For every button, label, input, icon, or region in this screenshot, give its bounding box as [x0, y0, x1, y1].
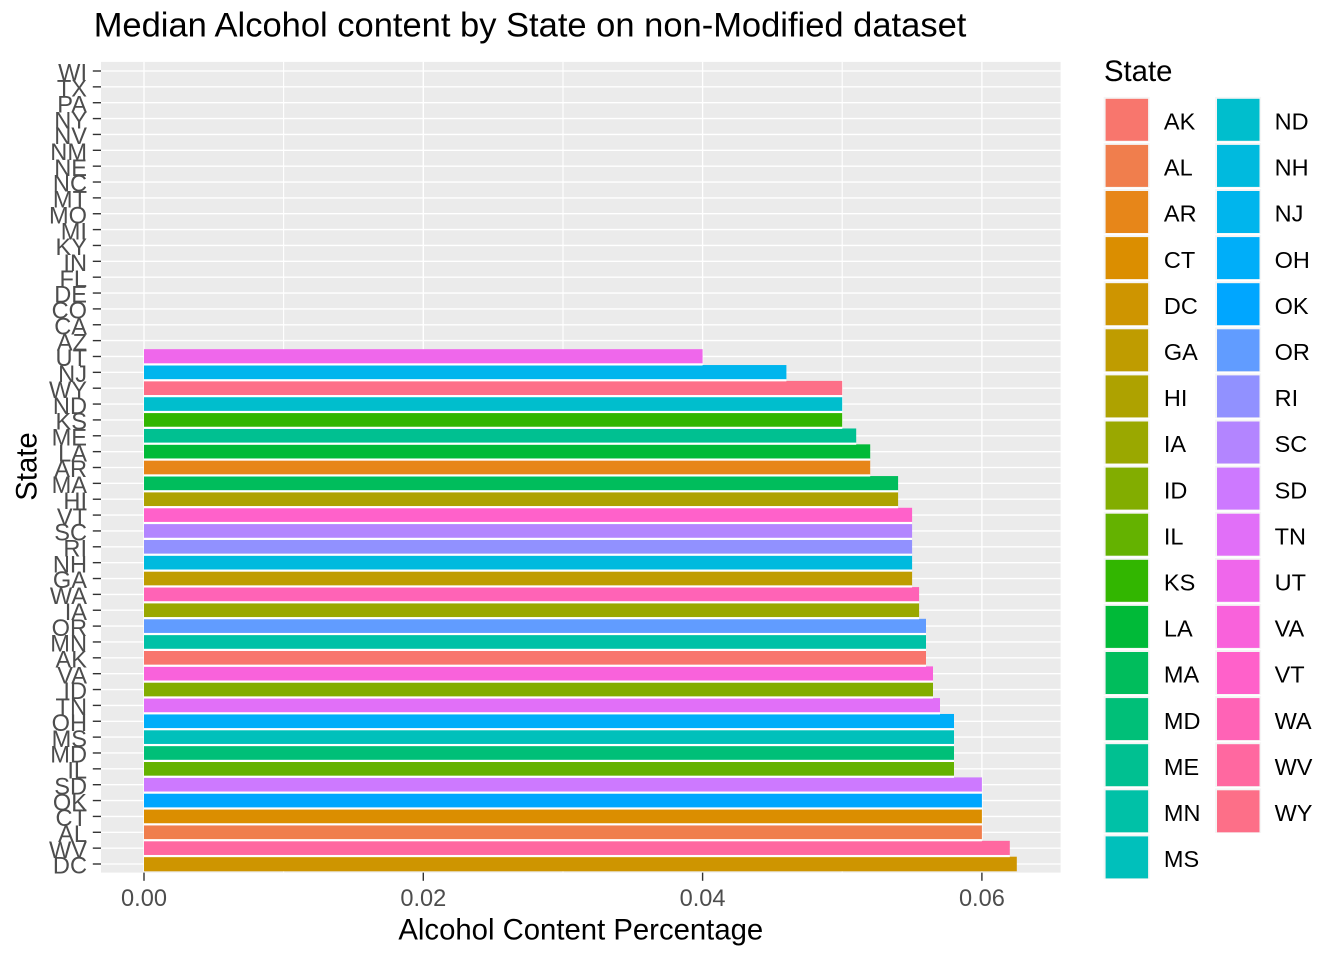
svg-text:NY: NY [54, 108, 87, 134]
svg-text:SD: SD [54, 774, 87, 800]
svg-text:MD: MD [1164, 708, 1201, 734]
svg-text:OH: OH [1275, 247, 1310, 273]
svg-text:NJ: NJ [58, 362, 87, 388]
svg-text:CT: CT [56, 806, 87, 832]
svg-text:VT: VT [57, 505, 87, 531]
svg-text:IA: IA [1164, 431, 1187, 457]
svg-text:IL: IL [67, 759, 87, 785]
svg-text:TX: TX [57, 77, 87, 103]
svg-text:Median Alcohol content by Stat: Median Alcohol content by State on non-M… [94, 7, 967, 45]
svg-text:State: State [11, 432, 44, 500]
svg-text:WY: WY [1275, 800, 1313, 826]
svg-text:WY: WY [49, 378, 87, 404]
svg-text:MS: MS [1164, 846, 1199, 872]
svg-text:NH: NH [1275, 155, 1309, 181]
svg-text:VT: VT [1275, 662, 1305, 688]
svg-text:AL: AL [58, 822, 87, 848]
svg-text:0.04: 0.04 [680, 886, 726, 912]
svg-text:NC: NC [53, 172, 87, 198]
svg-text:LA: LA [1164, 616, 1193, 642]
svg-text:MN: MN [1164, 800, 1201, 826]
svg-text:NJ: NJ [1275, 201, 1304, 227]
svg-text:VA: VA [1275, 616, 1305, 642]
svg-text:PA: PA [57, 92, 87, 118]
svg-text:AK: AK [56, 648, 88, 674]
svg-text:TN: TN [1275, 523, 1306, 549]
svg-text:OK: OK [53, 790, 87, 816]
svg-text:IA: IA [65, 600, 88, 626]
svg-text:OK: OK [1275, 293, 1309, 319]
svg-text:MS: MS [52, 727, 87, 753]
svg-text:Alcohol Content Percentage: Alcohol Content Percentage [398, 914, 763, 947]
svg-text:KS: KS [1164, 570, 1195, 596]
svg-text:HI: HI [63, 489, 87, 515]
svg-text:SC: SC [1275, 431, 1308, 457]
svg-text:IN: IN [63, 251, 87, 277]
svg-text:NV: NV [54, 124, 87, 150]
svg-text:ME: ME [52, 425, 87, 451]
svg-text:CA: CA [54, 314, 87, 340]
svg-text:UT: UT [56, 346, 87, 372]
svg-text:WV: WV [49, 838, 87, 864]
svg-text:WI: WI [58, 61, 87, 87]
svg-text:State: State [1104, 55, 1172, 88]
svg-text:ND: ND [1275, 109, 1309, 135]
svg-text:GA: GA [1164, 339, 1198, 365]
svg-text:ID: ID [63, 679, 87, 705]
svg-text:CO: CO [52, 299, 87, 325]
svg-text:LA: LA [58, 441, 87, 467]
svg-text:ND: ND [53, 394, 87, 420]
svg-text:NH: NH [53, 552, 87, 578]
svg-text:MD: MD [50, 743, 87, 769]
svg-text:0.00: 0.00 [121, 886, 167, 912]
svg-text:WV: WV [1275, 754, 1313, 780]
svg-text:MI: MI [61, 219, 87, 245]
svg-text:MA: MA [1164, 662, 1200, 688]
svg-text:GA: GA [53, 568, 87, 594]
svg-text:MT: MT [53, 188, 87, 214]
svg-text:CT: CT [1164, 247, 1195, 273]
svg-text:SD: SD [1275, 477, 1308, 503]
svg-text:VA: VA [57, 663, 87, 689]
svg-text:NE: NE [54, 156, 87, 182]
svg-text:AR: AR [1164, 201, 1197, 227]
svg-text:DE: DE [54, 283, 87, 309]
svg-text:SC: SC [54, 521, 87, 547]
svg-text:WA: WA [50, 584, 87, 610]
svg-text:AK: AK [1164, 109, 1196, 135]
svg-text:WA: WA [1275, 708, 1312, 734]
svg-text:DC: DC [53, 854, 87, 880]
svg-text:FL: FL [59, 267, 87, 293]
svg-text:IL: IL [1164, 523, 1184, 549]
svg-text:KY: KY [56, 235, 88, 261]
svg-text:ME: ME [1164, 754, 1199, 780]
svg-text:OR: OR [1275, 339, 1310, 365]
svg-text:RI: RI [63, 537, 87, 563]
svg-text:AL: AL [1164, 155, 1193, 181]
svg-text:MA: MA [52, 473, 88, 499]
svg-text:MO: MO [49, 203, 87, 229]
svg-text:AR: AR [54, 457, 87, 483]
svg-text:MN: MN [50, 632, 87, 658]
svg-text:TN: TN [56, 695, 87, 721]
svg-text:KS: KS [56, 410, 87, 436]
svg-text:AZ: AZ [57, 330, 87, 356]
svg-text:RI: RI [1275, 385, 1299, 411]
svg-text:UT: UT [1275, 570, 1306, 596]
svg-text:HI: HI [1164, 385, 1188, 411]
svg-text:ID: ID [1164, 477, 1188, 503]
svg-text:DC: DC [1164, 293, 1198, 319]
svg-text:NM: NM [50, 140, 87, 166]
svg-text:0.02: 0.02 [400, 886, 446, 912]
svg-text:OR: OR [52, 616, 87, 642]
svg-text:0.06: 0.06 [959, 886, 1005, 912]
svg-text:OH: OH [52, 711, 87, 737]
